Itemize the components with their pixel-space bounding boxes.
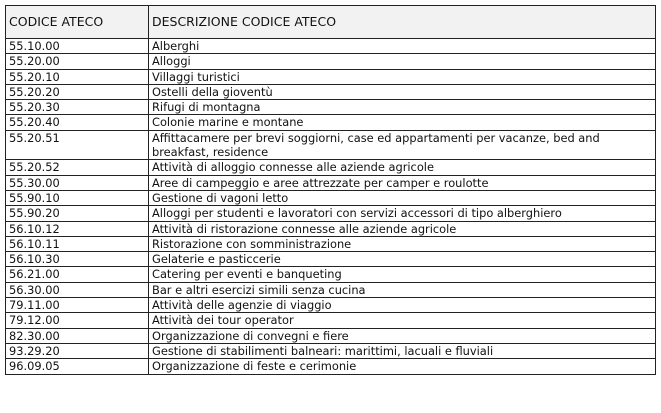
ateco-code: 56.10.30	[5, 251, 149, 268]
table-row: 55.90.10 Gestione di vagoni letto	[5, 189, 656, 207]
ateco-code: 56.10.11	[5, 235, 149, 253]
ateco-description: Aree di campeggio e aree attrezzate per …	[148, 174, 656, 191]
table-row: 96.09.05 Organizzazione di feste e cerimo…	[5, 358, 656, 375]
table-row: 93.29.20 Gestione di stabilimenti balnear…	[5, 342, 656, 360]
ateco-code: 55.20.30	[5, 99, 149, 116]
table-row: 55.20.20 Ostelli della gioventù	[5, 83, 656, 101]
table-row: 56.21.00 Catering per eventi e banqueting	[5, 266, 656, 283]
ateco-description: Organizzazione di feste e cerimonie	[148, 358, 656, 375]
ateco-description: Ostelli della gioventù	[148, 83, 656, 101]
ateco-description: Gestione di stabilimenti balneari: marit…	[148, 342, 656, 360]
ateco-code: 93.29.20	[5, 342, 149, 360]
ateco-description: Attività di ristorazione connesse alle a…	[148, 220, 656, 237]
ateco-code: 55.20.20	[5, 83, 149, 101]
table-row: 55.20.52 Attività di alloggio connesse al…	[5, 159, 656, 176]
ateco-code: 55.20.52	[5, 159, 149, 176]
ateco-description: Colonie marine e montane	[148, 114, 656, 131]
table-row: 55.20.00 Alloggi	[5, 53, 656, 70]
ateco-description: Attività di alloggio connesse alle azien…	[148, 159, 656, 176]
ateco-code: 79.11.00	[5, 297, 149, 314]
ateco-code: 56.30.00	[5, 281, 149, 299]
ateco-code: 55.90.20	[5, 205, 149, 222]
table-row: 82.30.00 Organizzazione di convegni e fie…	[5, 327, 656, 344]
table-row: 55.20.51 Affittacamere per brevi soggiorn…	[5, 129, 656, 161]
table-row: 55.20.30 Rifugi di montagna	[5, 99, 656, 116]
table-row: 55.20.40 Colonie marine e montane	[5, 114, 656, 131]
ateco-description: Ristorazione con somministrazione	[148, 235, 656, 253]
table-row: 79.12.00 Attività dei tour operator	[5, 312, 656, 329]
ateco-code: 96.09.05	[5, 358, 149, 375]
table-row: 56.10.30 Gelaterie e pasticcerie	[5, 251, 656, 268]
ateco-code: 55.10.00	[5, 37, 149, 55]
ateco-code: 55.90.10	[5, 189, 149, 207]
ateco-codes-table: CODICE ATECO DESCRIZIONE CODICE ATECO 55…	[5, 5, 656, 375]
ateco-description: Gelaterie e pasticcerie	[148, 251, 656, 268]
table-row: 55.10.00 Alberghi	[5, 37, 656, 55]
header-description: DESCRIZIONE CODICE ATECO	[148, 5, 656, 39]
ateco-description: Bar e altri esercizi simili senza cucina	[148, 281, 656, 299]
ateco-description: Catering per eventi e banqueting	[148, 266, 656, 283]
ateco-description: Organizzazione di convegni e fiere	[148, 327, 656, 344]
ateco-code: 55.20.00	[5, 53, 149, 70]
ateco-description: Villaggi turistici	[148, 68, 656, 85]
header-code: CODICE ATECO	[5, 5, 149, 39]
table-row: 55.30.00 Aree di campeggio e aree attrezz…	[5, 174, 656, 191]
ateco-code: 55.20.10	[5, 68, 149, 85]
ateco-description: Attività delle agenzie di viaggio	[148, 297, 656, 314]
ateco-code: 56.10.12	[5, 220, 149, 237]
ateco-description: Rifugi di montagna	[148, 99, 656, 116]
ateco-code: 79.12.00	[5, 312, 149, 329]
table-row: 55.20.10 Villaggi turistici	[5, 68, 656, 85]
table-body: 55.10.00 Alberghi 55.20.00 Alloggi 55.20.10 V…	[5, 37, 656, 375]
table-row: 55.90.20 Alloggi per studenti e lavorator…	[5, 205, 656, 222]
ateco-code: 55.20.51	[5, 129, 149, 161]
ateco-code: 55.20.40	[5, 114, 149, 131]
table-row: 56.10.11 Ristorazione con somministrazion…	[5, 235, 656, 253]
ateco-code: 56.21.00	[5, 266, 149, 283]
table-row: 79.11.00 Attività delle agenzie di viaggi…	[5, 297, 656, 314]
ateco-code: 82.30.00	[5, 327, 149, 344]
table-header-row: CODICE ATECO DESCRIZIONE CODICE ATECO	[5, 5, 656, 39]
ateco-description: Attività dei tour operator	[148, 312, 656, 329]
ateco-description: Affittacamere per brevi soggiorni, case …	[148, 129, 656, 161]
ateco-code: 55.30.00	[5, 174, 149, 191]
table-row: 56.30.00 Bar e altri esercizi simili senz…	[5, 281, 656, 299]
ateco-description: Alloggi per studenti e lavoratori con se…	[148, 205, 656, 222]
ateco-description: Alberghi	[148, 37, 656, 55]
ateco-description: Gestione di vagoni letto	[148, 189, 656, 207]
ateco-description: Alloggi	[148, 53, 656, 70]
table-row: 56.10.12 Attività di ristorazione conness…	[5, 220, 656, 237]
